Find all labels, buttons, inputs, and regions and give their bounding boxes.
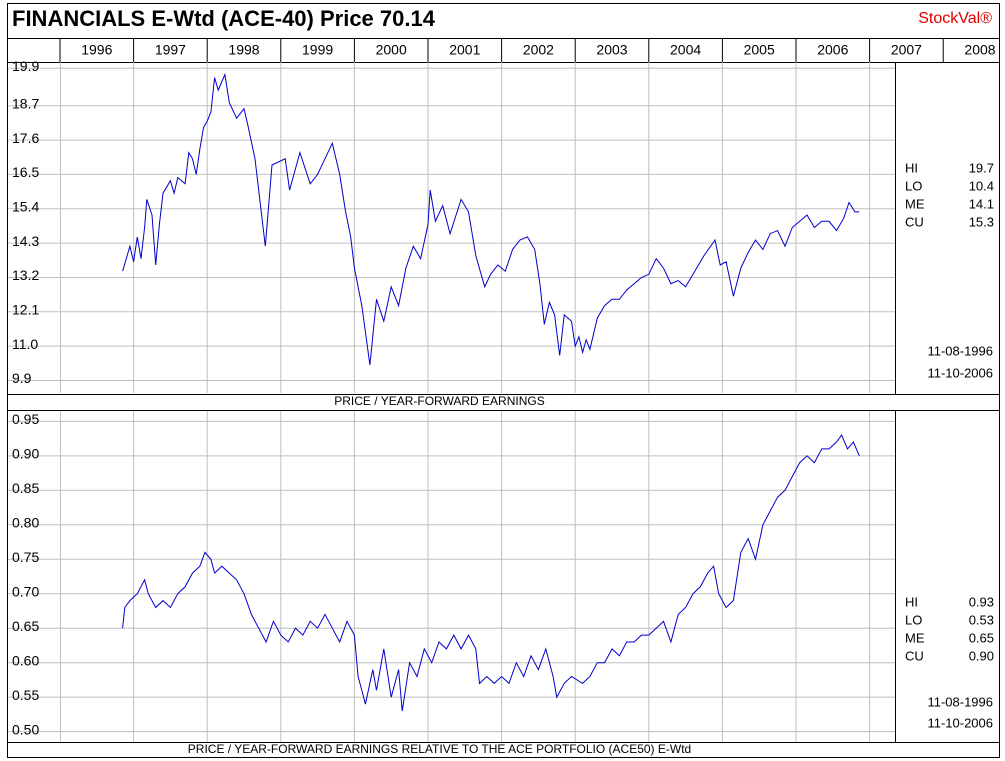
stat-label: LO <box>905 178 922 193</box>
stat-label: HI <box>905 594 918 609</box>
x-tick-label: 1997 <box>155 42 186 58</box>
y-tick-label: 0.55 <box>12 687 39 703</box>
x-tick-label: 2006 <box>817 42 848 58</box>
stat-label: ME <box>905 630 925 645</box>
x-axis-label: PRICE / YEAR-FORWARD EARNINGS RELATIVE T… <box>188 742 691 756</box>
stat-value: 14.1 <box>969 196 994 211</box>
stat-value: 19.7 <box>969 160 994 175</box>
x-tick-label: 1996 <box>81 42 112 58</box>
x-tick-label: 1998 <box>228 42 259 58</box>
y-tick-label: 9.9 <box>12 370 32 386</box>
stat-label: CU <box>905 648 924 663</box>
y-tick-label: 13.2 <box>12 267 39 283</box>
y-tick-label: 0.90 <box>12 446 39 462</box>
stat-value: 0.65 <box>969 630 994 645</box>
y-tick-label: 12.1 <box>12 302 39 318</box>
stat-label: CU <box>905 214 924 229</box>
y-tick-label: 0.70 <box>12 583 39 599</box>
stat-label: LO <box>905 612 922 627</box>
stat-label: ME <box>905 196 925 211</box>
date: 11-08-1996 <box>927 694 993 709</box>
y-tick-label: 0.85 <box>12 480 39 496</box>
date: 11-10-2006 <box>927 365 993 380</box>
date: 11-10-2006 <box>927 715 993 730</box>
chart-title: FINANCIALS E-Wtd (ACE-40) Price 70.14 <box>12 6 436 31</box>
series-line <box>122 434 860 712</box>
date: 11-08-1996 <box>927 343 993 358</box>
y-tick-label: 11.0 <box>12 336 38 352</box>
y-tick-label: 0.60 <box>12 652 39 668</box>
y-tick-label: 15.4 <box>12 198 39 214</box>
y-tick-label: 0.80 <box>12 514 39 530</box>
stat-value: 15.3 <box>969 214 994 229</box>
stat-label: HI <box>905 160 918 175</box>
y-tick-label: 0.65 <box>12 618 39 634</box>
stat-value: 0.90 <box>969 648 994 663</box>
y-tick-label: 18.7 <box>12 95 39 111</box>
stat-value: 10.4 <box>969 178 994 193</box>
series-line <box>122 72 860 365</box>
stat-value: 0.53 <box>969 612 994 627</box>
brand: StockVal® <box>918 10 992 27</box>
y-tick-label: 19.9 <box>12 58 39 74</box>
y-tick-label: 0.50 <box>12 721 39 737</box>
y-tick-label: 0.95 <box>12 411 39 427</box>
x-tick-label: 2002 <box>523 42 554 58</box>
x-tick-label: 2004 <box>670 42 701 58</box>
y-tick-label: 14.3 <box>12 233 39 249</box>
stat-value: 0.93 <box>969 594 994 609</box>
x-tick-label: 2000 <box>376 42 407 58</box>
x-tick-label: 2003 <box>596 42 627 58</box>
x-tick-label: 2008 <box>964 42 995 58</box>
x-axis-label: PRICE / YEAR-FORWARD EARNINGS <box>334 394 544 408</box>
x-tick-label: 2001 <box>449 42 480 58</box>
y-tick-label: 16.5 <box>12 164 39 180</box>
y-tick-label: 0.75 <box>12 549 39 565</box>
x-tick-label: 2007 <box>891 42 922 58</box>
y-tick-label: 17.6 <box>12 130 39 146</box>
x-tick-label: 2005 <box>744 42 775 58</box>
outer-frame <box>7 3 1000 758</box>
x-tick-label: 1999 <box>302 42 333 58</box>
